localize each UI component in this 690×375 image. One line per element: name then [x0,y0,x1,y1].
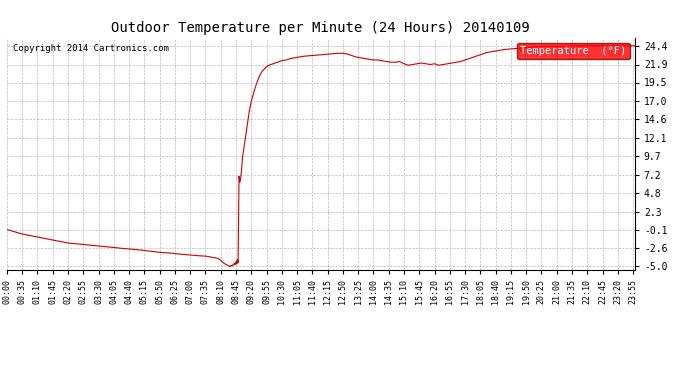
Text: Copyright 2014 Cartronics.com: Copyright 2014 Cartronics.com [13,45,169,54]
Title: Outdoor Temperature per Minute (24 Hours) 20140109: Outdoor Temperature per Minute (24 Hours… [112,21,530,35]
Legend: Temperature  (°F): Temperature (°F) [517,43,629,59]
